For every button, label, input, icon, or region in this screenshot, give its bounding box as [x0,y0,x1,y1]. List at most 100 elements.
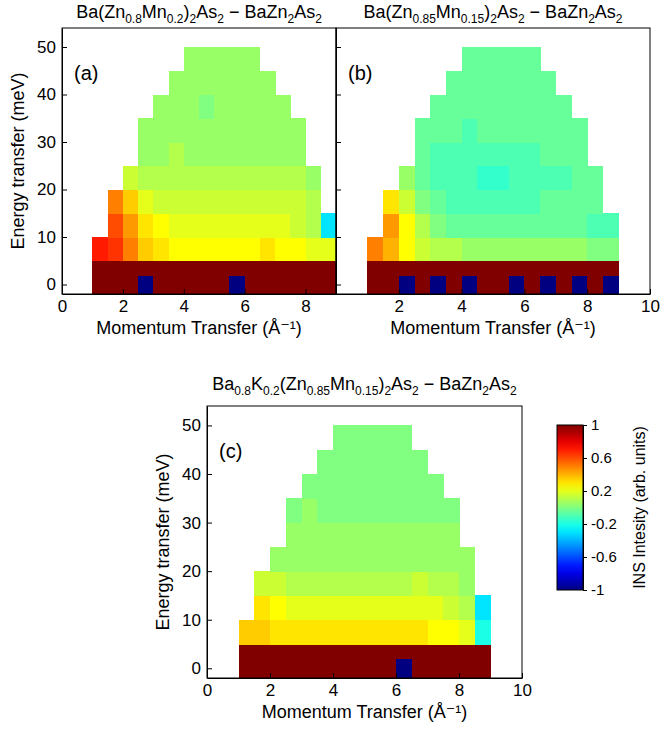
x-tick-label: 4 [180,297,189,316]
heat-cell [333,547,349,572]
heat-cell [365,498,381,523]
heat-cell [477,95,493,119]
heat-cell [524,118,540,142]
y-tick: 10 [37,228,67,247]
heat-cell [477,213,493,237]
subscript: 2 [315,12,322,26]
heat-cell [399,166,415,190]
heat-cell [556,190,572,214]
title-part: Ba(Zn [363,2,412,22]
heat-cell [446,261,462,276]
heat-cell [540,71,556,95]
heat-cell [524,261,540,276]
heat-cell [396,659,412,678]
heat-cell [245,275,261,294]
heat-cell [275,261,291,276]
x-tick-mark [270,673,271,678]
heat-cell [524,237,540,261]
subscript: 0.15 [461,12,485,26]
y-tick-mark [207,474,212,475]
heat-cell [290,261,306,276]
heat-cell [380,498,396,523]
heat-cell [428,474,444,499]
heat-cell [493,261,509,276]
heat-cell [524,71,540,95]
heat-cell [260,95,276,119]
y-axis-title: Energy transfer (meV) [8,72,28,249]
heat-cell [92,261,108,276]
heat-cell [462,71,478,95]
heat-cell [509,142,525,166]
heat-cell [317,474,333,499]
x-tick: 4 [329,673,338,700]
heat-cell [399,213,415,237]
heat-cell [396,644,412,659]
x-tick-label: 4 [329,681,338,700]
heat-cell [169,237,185,261]
heat-cell [509,95,525,119]
y-tick-mark [207,571,212,572]
x-tick-label: 2 [395,297,404,316]
heat-cell [587,261,603,276]
heat-cell [108,261,124,276]
heat-cell [245,47,261,71]
heat-cell [430,118,446,142]
heat-cell [153,275,169,294]
heat-cell [138,190,154,214]
heat-cell [260,275,276,294]
heat-cell [540,190,556,214]
colorbar-tick: -0.6 [583,548,617,565]
heat-cell [509,275,525,294]
title-part: Mn [436,2,461,22]
y-tick-label: 20 [37,180,56,199]
heat-cell [270,659,286,678]
heat-cell [254,620,270,645]
x-tick: 2 [266,673,275,700]
heat-cell [169,275,185,294]
y-tick [336,142,341,143]
heat-cell [412,523,428,548]
heat-cell [412,498,428,523]
heat-cell [153,190,169,214]
heat-cell [317,620,333,645]
colorbar-tick-label: -0.2 [591,515,617,532]
heat-cell [493,237,509,261]
y-tick-mark [62,142,67,143]
x-tick-label: 6 [520,297,529,316]
heat-cell [184,213,200,237]
heat-cell [415,237,431,261]
heat-cell [229,118,245,142]
heat-cell [260,118,276,142]
heat-cell [396,571,412,596]
heat-cell [556,166,572,190]
heat-cell [260,213,276,237]
colorbar: -1-0.6-0.20.20.61INS Intesity (arb. unit… [557,416,648,598]
heat-cell [443,620,459,645]
y-tick-label: 50 [182,416,201,435]
heat-cell [321,261,336,276]
heat-cell [229,71,245,95]
heat-cell [367,237,383,261]
heat-cell [349,425,365,450]
heat-cell [396,498,412,523]
heat-cell [214,47,230,71]
heat-cell [459,659,475,678]
heat-cell [446,95,462,119]
heat-cell [214,213,230,237]
y-tick-label: 10 [37,228,56,247]
heat-cell [286,571,302,596]
heat-cell [229,95,245,119]
subscript: 0.8 [234,384,251,398]
heat-cell [383,190,399,214]
heat-cell [333,595,349,620]
heat-cell [587,213,603,237]
colorbar-tick: -0.2 [583,515,617,532]
heat-cell [302,571,318,596]
heat-cell [380,571,396,596]
heat-cell [169,190,185,214]
heat-cell [349,595,365,620]
heat-cell [365,644,381,659]
heat-cell [214,71,230,95]
heat-cell [239,659,255,678]
heat-cell [306,237,322,261]
